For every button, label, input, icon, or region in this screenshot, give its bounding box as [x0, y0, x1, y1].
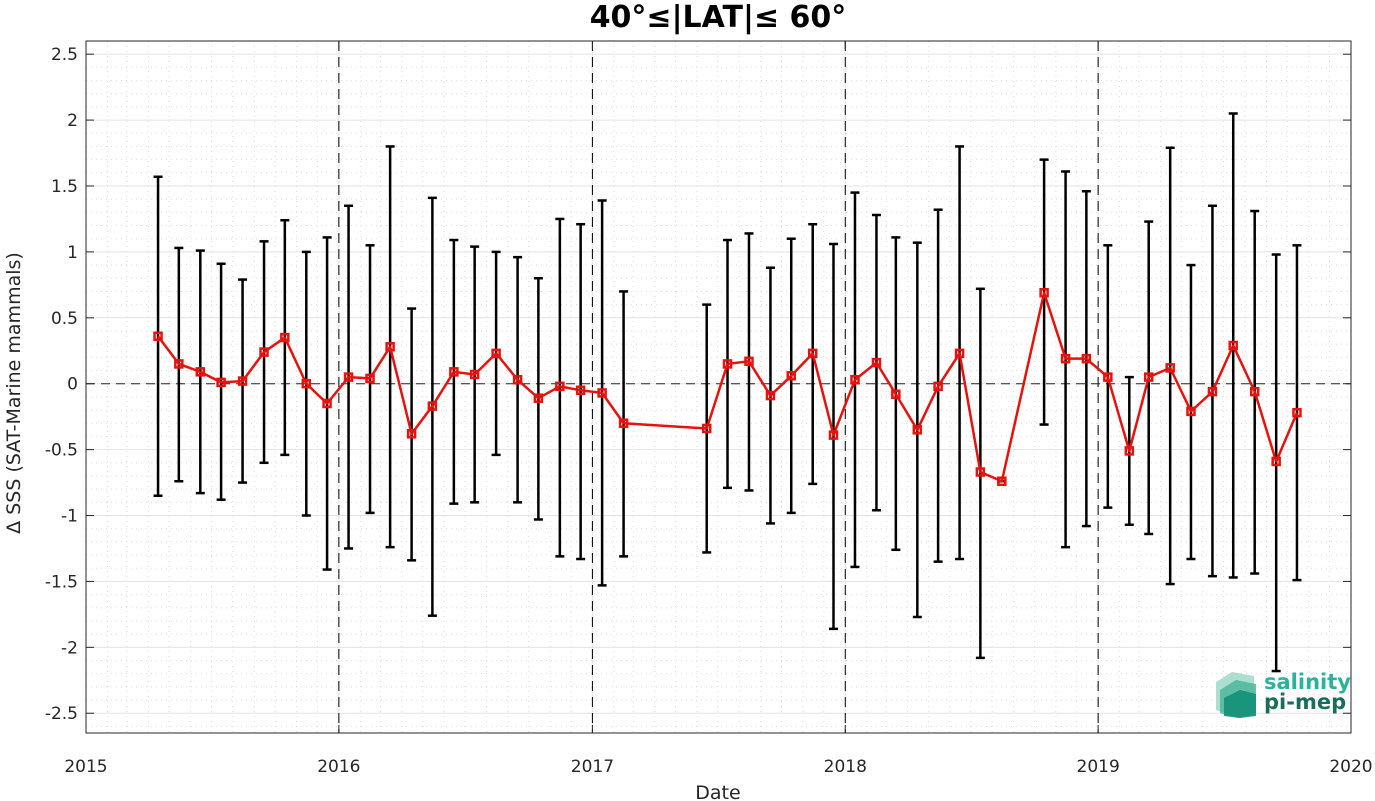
error-bar	[576, 222, 586, 561]
data-point	[933, 381, 943, 392]
data-point	[195, 367, 206, 377]
x-tick-label: 2018	[824, 757, 867, 777]
data-point	[997, 476, 1007, 486]
y-tick-labels: -2.5 -2 -1.5 -1 -0.5 0 0.5 1 1.5 2 2.5	[45, 45, 78, 724]
y-tick-label: -0.5	[45, 441, 78, 461]
data-point	[153, 331, 163, 342]
data-point	[1186, 406, 1196, 417]
data-point	[555, 381, 565, 392]
data-point	[828, 430, 839, 440]
y-tick-label: -1.5	[45, 572, 78, 592]
data-point	[1249, 386, 1260, 397]
data-point	[765, 390, 776, 401]
data-point	[1103, 372, 1113, 382]
y-tick-label: -2	[61, 638, 78, 658]
data-point	[1039, 288, 1049, 298]
data-point	[491, 348, 501, 359]
data-point	[427, 401, 438, 411]
data-point	[954, 348, 965, 359]
x-axis-label: Date	[695, 782, 740, 801]
x-tick-label: 2019	[1077, 757, 1120, 777]
data-point	[301, 378, 312, 389]
x-tick-label: 2015	[64, 757, 107, 777]
data-point	[343, 372, 354, 382]
y-tick-label: 2	[67, 111, 78, 131]
data-point	[259, 347, 269, 357]
major-grid	[85, 41, 1352, 733]
data-point	[469, 369, 480, 380]
x-tick-label: 2016	[317, 757, 360, 777]
y-tick-label: -1	[61, 507, 78, 527]
data-point	[216, 377, 226, 388]
data-point	[385, 342, 395, 352]
axis-ticks	[85, 41, 1352, 733]
data-point	[1228, 340, 1238, 351]
y-tick-label: 1.5	[51, 177, 78, 197]
error-bar	[1271, 253, 1281, 673]
data-point	[174, 359, 184, 369]
data-point	[280, 332, 290, 343]
data-point	[1292, 407, 1302, 418]
logo-line1: salinity	[1264, 670, 1351, 694]
data-point	[891, 389, 901, 399]
x-tick-label: 2020	[1329, 757, 1372, 777]
data-point	[786, 371, 796, 381]
data-point	[722, 359, 733, 369]
y-tick-label: 0.5	[51, 309, 78, 329]
data-point	[850, 375, 860, 385]
data-point	[1207, 386, 1218, 397]
year-dividers	[338, 41, 1099, 733]
data-point	[1271, 456, 1281, 467]
data-point	[912, 425, 923, 435]
x-tick-label: 2017	[571, 757, 614, 777]
data-point	[533, 393, 544, 403]
data-point	[1143, 372, 1154, 382]
data-point	[512, 375, 523, 385]
y-tick-label: 0	[67, 375, 78, 395]
y-axis-label: Δ SSS (SAT-Marine mammals)	[3, 252, 25, 534]
data-point	[744, 356, 754, 367]
data-point	[1165, 363, 1175, 373]
data-point	[871, 357, 882, 368]
series-markers	[153, 288, 1302, 486]
error-bar	[829, 242, 838, 631]
series-line	[157, 291, 1299, 483]
data-point	[1081, 353, 1092, 364]
data-point	[322, 398, 332, 409]
y-tick-label: 2.5	[51, 45, 78, 65]
data-point	[701, 423, 712, 434]
y-tick-label: -2.5	[45, 704, 78, 724]
plot-box	[85, 40, 1352, 734]
x-tick-labels: 2015 2016 2017 2018 2019 2020	[64, 757, 1372, 777]
data-point	[1124, 446, 1135, 456]
data-point	[807, 348, 818, 359]
data-point	[597, 388, 607, 398]
data-point	[406, 429, 417, 439]
data-point	[449, 367, 459, 377]
data-point	[618, 418, 629, 428]
data-point	[237, 376, 248, 386]
minor-grid	[86, 40, 1351, 733]
data-point	[575, 385, 586, 396]
y-tick-label: 1	[67, 243, 78, 263]
chart-title: 40°≤|LAT|≤ 60°	[590, 0, 847, 35]
error-bars	[153, 112, 1302, 673]
logo-wave-icon	[1216, 672, 1256, 718]
data-point	[1060, 353, 1071, 364]
data-point	[365, 373, 375, 384]
error-bar	[1165, 146, 1175, 586]
logo-line2: pi-mep	[1264, 690, 1346, 714]
data-point	[975, 467, 986, 477]
salinity-pi-mep-logo: salinity pi-mep	[1216, 670, 1351, 718]
